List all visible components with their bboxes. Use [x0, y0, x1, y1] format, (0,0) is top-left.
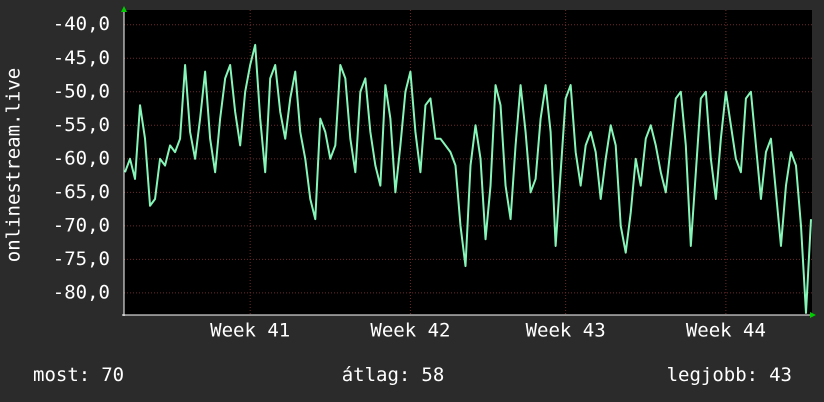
stat-label: átlag: [342, 364, 411, 386]
stat-value: 58 [421, 364, 444, 386]
y-axis-arrow [121, 6, 127, 12]
y-tick-label: -75,0 [53, 248, 110, 270]
stat-value: 43 [769, 364, 792, 386]
x-tick-label: Week 44 [686, 320, 766, 342]
y-tick-label: -70,0 [53, 214, 110, 236]
y-tick-label: -50,0 [53, 80, 110, 102]
y-tick-label: -60,0 [53, 147, 110, 169]
x-axis-arrow [810, 312, 816, 318]
y-tick-label: -65,0 [53, 181, 110, 203]
y-tick-label: -40,0 [53, 13, 110, 35]
y-tick-label: -80,0 [53, 281, 110, 303]
stat: átlag: 58 [342, 364, 445, 386]
x-tick-label: Week 41 [210, 320, 290, 342]
stat-label: legjobb: [667, 364, 759, 386]
stat: legjobb: 43 [667, 364, 792, 386]
marks [124, 43, 812, 314]
x-tick-label: Week 42 [370, 320, 450, 342]
data-line [124, 43, 812, 314]
labels: -40,0 -45,0 -50,0 -55,0 -60,0 -65,0 -70,0 -75,0… [33, 13, 792, 385]
stat-label: most: [33, 364, 90, 386]
x-tick-label: Week 43 [526, 320, 606, 342]
stat-value: 70 [101, 364, 124, 386]
stat: most: 70 [33, 364, 124, 386]
plot-area [124, 10, 812, 315]
y-tick-label: -45,0 [53, 47, 110, 69]
y-tick-label: -55,0 [53, 114, 110, 136]
y-axis-label: onlinestream.live [3, 68, 25, 262]
